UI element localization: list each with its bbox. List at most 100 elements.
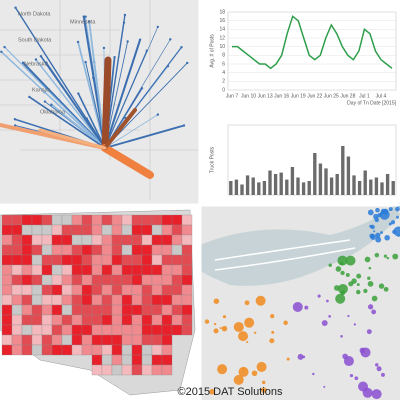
region — [131, 334, 143, 346]
region — [11, 304, 23, 316]
bar — [352, 175, 356, 195]
regions — [1, 214, 193, 376]
region — [141, 294, 153, 306]
bubble — [337, 283, 348, 294]
bar — [245, 175, 250, 195]
region — [151, 354, 163, 366]
region — [161, 324, 173, 336]
region — [71, 214, 83, 226]
bar — [262, 181, 267, 195]
bubble — [317, 294, 321, 298]
flow-end — [28, 95, 31, 99]
region — [51, 214, 63, 226]
region — [91, 234, 103, 246]
bar — [313, 153, 317, 195]
bubble — [343, 356, 354, 367]
bubble — [380, 231, 383, 234]
region — [81, 304, 93, 316]
region — [11, 344, 23, 356]
bar — [374, 177, 379, 195]
bubble — [395, 206, 400, 212]
region — [81, 334, 93, 346]
region — [161, 364, 173, 376]
bar — [369, 179, 373, 195]
region — [131, 234, 143, 246]
bubble — [392, 229, 397, 234]
bar — [335, 174, 339, 195]
region — [101, 264, 113, 276]
region — [151, 234, 163, 246]
region — [121, 344, 133, 356]
region — [151, 214, 163, 226]
region — [1, 334, 13, 346]
plot-frame — [227, 124, 397, 196]
region — [131, 224, 143, 236]
bubble — [244, 300, 250, 306]
region — [101, 344, 113, 356]
x-tick-label: Jun 25 — [324, 93, 339, 99]
map-label: North Dakota — [18, 11, 51, 17]
region — [11, 254, 23, 266]
region — [131, 324, 143, 336]
flow-end — [3, 45, 6, 49]
bubble-map — [200, 203, 400, 400]
bubble — [386, 256, 390, 260]
region — [141, 214, 153, 226]
bubble — [242, 367, 245, 370]
region — [91, 254, 103, 266]
flow-end — [182, 124, 186, 127]
bar — [251, 177, 255, 195]
bubble — [368, 266, 372, 270]
region — [161, 224, 173, 236]
region — [151, 284, 163, 296]
region — [161, 234, 173, 246]
region — [91, 294, 103, 306]
flow-end — [13, 124, 17, 127]
region — [21, 344, 33, 356]
bubble — [213, 322, 217, 326]
region — [161, 344, 173, 356]
bubble — [371, 295, 378, 302]
region — [151, 244, 163, 256]
region — [41, 344, 53, 356]
region — [21, 324, 33, 336]
bubble — [363, 288, 368, 294]
y-tick-label: 4 — [222, 70, 225, 76]
bubble — [374, 252, 380, 258]
bubble — [238, 366, 249, 377]
bubble — [209, 388, 215, 395]
region — [121, 294, 133, 306]
bubble — [366, 329, 372, 335]
region — [131, 284, 143, 296]
region — [51, 304, 63, 316]
region — [11, 224, 23, 236]
y-tick-label: 0 — [222, 87, 225, 93]
roads — [214, 239, 356, 271]
bubble — [373, 230, 376, 233]
bubble — [375, 232, 381, 238]
region — [151, 364, 163, 376]
bubble — [367, 209, 374, 216]
region — [111, 344, 123, 356]
region — [21, 334, 33, 346]
region — [21, 274, 33, 286]
region — [101, 314, 113, 326]
region — [121, 234, 133, 246]
flow-end — [77, 92, 80, 95]
region — [1, 284, 13, 296]
region — [171, 214, 183, 226]
bubble — [217, 364, 228, 375]
region — [151, 324, 163, 336]
region — [41, 284, 53, 296]
bar — [285, 179, 289, 195]
region — [111, 314, 123, 326]
region — [11, 284, 23, 296]
region — [71, 234, 83, 246]
region — [51, 324, 63, 336]
x-tick-label: Jun 16 — [274, 93, 289, 99]
bubble — [335, 293, 346, 304]
region — [131, 244, 143, 256]
region — [171, 264, 183, 276]
region — [101, 214, 113, 226]
region — [101, 324, 113, 336]
